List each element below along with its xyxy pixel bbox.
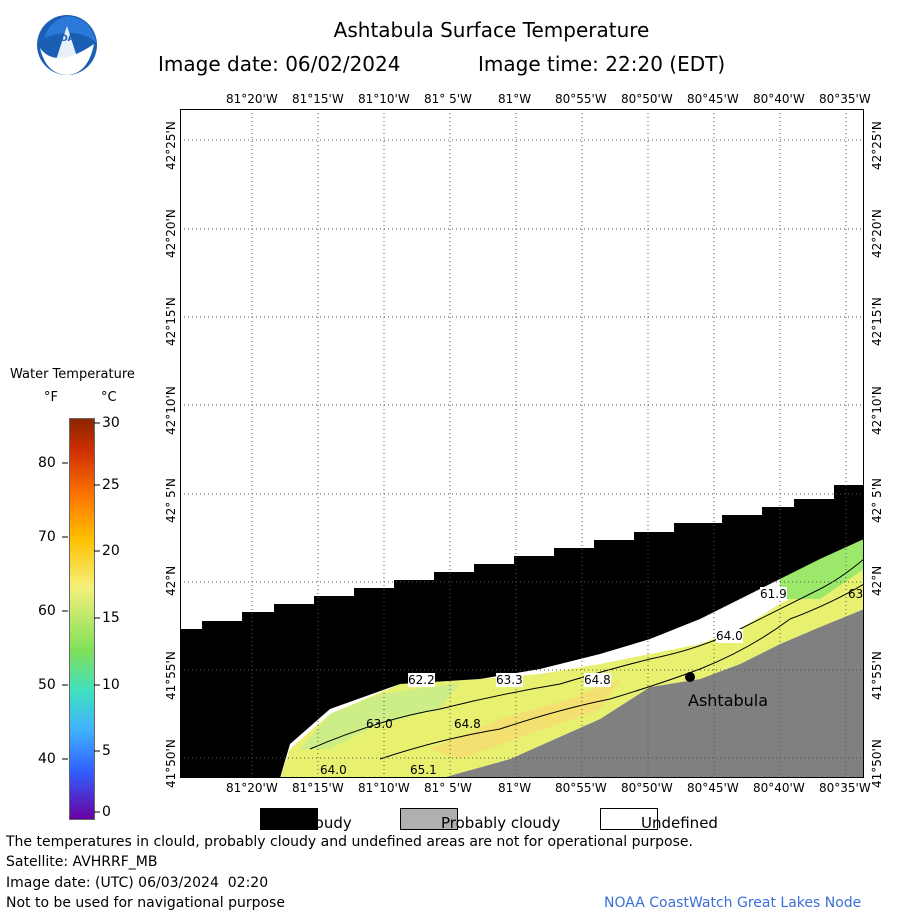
left-lat-tick: 42°10'N (164, 386, 178, 435)
right-lat-tick: 42°20'N (870, 209, 884, 258)
image-time: Image time: 22:20 (EDT) (478, 52, 726, 76)
ashtabula-marker (685, 672, 695, 682)
page-title: Ashtabula Surface Temperature (333, 18, 650, 42)
top-tick: 81°20'W (226, 92, 278, 106)
right-lat-tick: 41°50'N (870, 739, 884, 788)
top-tick: 80°50'W (621, 92, 673, 106)
credit-text: NOAA CoastWatch Great Lakes Node (604, 895, 862, 911)
cloudy-label: Cloudy (300, 814, 352, 832)
legend-c-tick: 30 (102, 415, 120, 431)
top-tick: 80°45'W (687, 92, 739, 106)
color-scale-bar (69, 418, 95, 820)
utc-date-text: Image date: (UTC) 06/03/2024 02:20 (6, 875, 269, 891)
contour-label: 64.8 (584, 673, 611, 687)
bottom-tick: 80°35'W (819, 781, 871, 795)
right-lat-tick: 41°55'N (870, 651, 884, 700)
right-lat-tick: 42°N (870, 565, 884, 596)
legend-unit-f: °F (44, 390, 58, 405)
bottom-tick: 80°40'W (753, 781, 805, 795)
right-lat-tick: 42° 5'N (870, 478, 884, 523)
bottom-tick: 81°20'W (226, 781, 278, 795)
legend-c-tick: 5 (102, 743, 111, 759)
bottom-tick: 81° 5'W (424, 781, 472, 795)
water-temp-area (280, 549, 864, 778)
legend-c-tick: 0 (102, 804, 111, 820)
logo-text: NOAA (52, 34, 82, 44)
top-tick: 81°10'W (358, 92, 410, 106)
probably-cloudy-swatch (400, 808, 458, 830)
contour-label: 63 (848, 587, 864, 601)
contour-label: 62.2 (408, 673, 435, 687)
cloudy-swatch (260, 808, 318, 830)
probably-cloudy-label: Probably cloudy (441, 814, 561, 832)
city-label: Ashtabula (688, 691, 769, 710)
left-lat-tick: 41°55'N (164, 651, 178, 700)
cloudy-area (180, 485, 864, 778)
noaa-logo: NOAA (36, 14, 98, 76)
legend-c-tick: 10 (102, 677, 120, 693)
legend-c-tick: 20 (102, 543, 120, 559)
legend-ticks (62, 422, 100, 813)
image-date: Image date: 06/02/2024 (158, 52, 401, 76)
bottom-tick: 81°W (498, 781, 532, 795)
legend-c-tick: 15 (102, 610, 120, 626)
left-lat-tick: 41°50'N (164, 739, 178, 788)
contour-label: 63.0 (366, 717, 393, 731)
top-tick: 81° 5'W (424, 92, 472, 106)
undefined-swatch (600, 808, 658, 830)
top-tick: 80°40'W (753, 92, 805, 106)
left-lat-tick: 42°N (164, 565, 178, 596)
disclaimer-text: The temperatures in clould, probably clo… (6, 834, 693, 850)
probably-cloudy-area (442, 609, 864, 778)
right-lat-tick: 42°15'N (870, 297, 884, 346)
bottom-tick: 81°15'W (292, 781, 344, 795)
bottom-tick: 81°10'W (358, 781, 410, 795)
left-lat-tick: 42°20'N (164, 209, 178, 258)
legend-unit-c: °C (101, 390, 117, 405)
legend-f-tick: 40 (38, 751, 56, 767)
legend-f-tick: 50 (38, 677, 56, 693)
top-tick: 80°55'W (555, 92, 607, 106)
legend-f-tick: 60 (38, 603, 56, 619)
satellite-text: Satellite: AVHRRF_MB (6, 854, 158, 870)
contour-label: 64.8 (454, 717, 481, 731)
bottom-tick: 80°45'W (687, 781, 739, 795)
undefined-label: Undefined (641, 814, 718, 832)
temperature-map: Ashtabula 62.2 63.3 64.8 63.0 64.8 64.0 … (180, 109, 865, 778)
legend-f-tick: 70 (38, 529, 56, 545)
bottom-tick: 80°50'W (621, 781, 673, 795)
top-tick: 81°W (498, 92, 532, 106)
left-lat-tick: 42°15'N (164, 297, 178, 346)
right-lat-tick: 42°10'N (870, 386, 884, 435)
contour-label: 64.0 (320, 763, 347, 777)
contour-label: 65.1 (410, 763, 437, 777)
left-lat-tick: 42°25'N (164, 121, 178, 170)
left-lat-tick: 42° 5'N (164, 478, 178, 523)
bottom-tick: 80°55'W (555, 781, 607, 795)
top-tick: 80°35'W (819, 92, 871, 106)
legend-c-tick: 25 (102, 477, 120, 493)
legend-title: Water Temperature (10, 367, 135, 382)
contour-label: 63.3 (496, 673, 523, 687)
right-lat-tick: 42°25'N (870, 121, 884, 170)
top-tick: 81°15'W (292, 92, 344, 106)
contour-label: 64.0 (716, 629, 743, 643)
navigation-warning: Not to be used for navigational purpose (6, 895, 285, 911)
contour-label: 61.9 (760, 587, 787, 601)
legend-f-tick: 80 (38, 455, 56, 471)
